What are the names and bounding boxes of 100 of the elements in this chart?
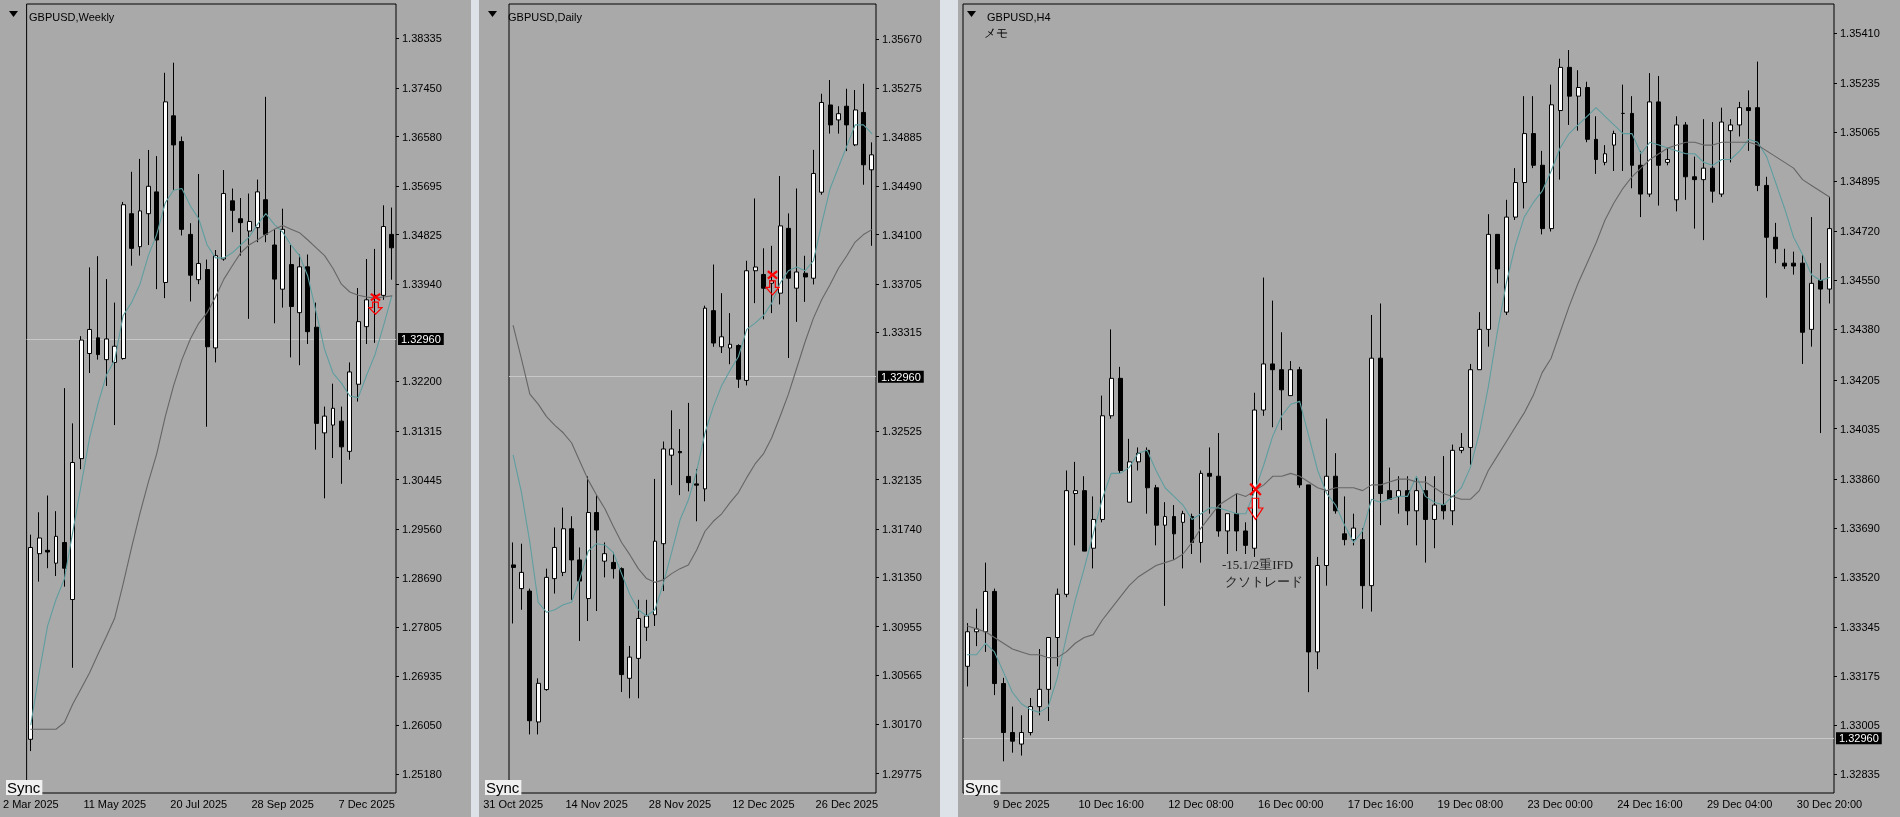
y-tick-label: 1.34380 bbox=[1840, 323, 1880, 336]
y-tick-label: 1.33175 bbox=[1840, 670, 1880, 683]
candlestick bbox=[844, 88, 849, 152]
candlestick bbox=[54, 510, 58, 577]
y-tick-label: 1.34550 bbox=[1840, 274, 1880, 287]
text: GBPUSD,Weekly bbox=[29, 10, 115, 23]
y-tick-label: 1.34205 bbox=[1840, 373, 1880, 386]
x-tick-label: 28 Sep 2025 bbox=[251, 797, 314, 810]
candlestick bbox=[803, 255, 808, 303]
candlestick bbox=[1315, 556, 1320, 670]
y-tick-label: 1.36580 bbox=[402, 130, 442, 143]
y-tick-label: 1.33345 bbox=[1840, 621, 1880, 634]
candlestick bbox=[869, 141, 874, 247]
x-tick-label: 10 Dec 16:00 bbox=[1078, 797, 1144, 810]
candlestick bbox=[37, 511, 42, 583]
x-tick-label: 28 Nov 2025 bbox=[648, 797, 712, 810]
candlestick bbox=[238, 197, 243, 257]
candlestick bbox=[1261, 277, 1266, 417]
candlestick bbox=[1495, 233, 1500, 284]
candlestick bbox=[983, 562, 988, 653]
candlestick bbox=[1225, 513, 1230, 555]
x-tick-label: 31 Oct 2025 bbox=[483, 797, 544, 810]
candlestick bbox=[1207, 446, 1212, 515]
annotation: Sync bbox=[7, 779, 41, 796]
candlestick bbox=[786, 212, 791, 359]
candlestick bbox=[1656, 75, 1661, 207]
candlestick bbox=[1414, 475, 1419, 546]
candlestick bbox=[1468, 363, 1473, 466]
candlestick bbox=[1504, 199, 1509, 316]
candlestick bbox=[1216, 432, 1221, 538]
y-tick-label: 1.29775 bbox=[882, 767, 922, 780]
candlestick bbox=[853, 89, 858, 147]
candlestick bbox=[1531, 95, 1536, 169]
candlestick bbox=[678, 428, 682, 496]
candlestick bbox=[1728, 118, 1733, 163]
candlestick bbox=[1621, 84, 1625, 172]
candlestick bbox=[205, 259, 210, 428]
y-tick-label: 1.35670 bbox=[882, 32, 922, 45]
y-tick-label: 1.27805 bbox=[402, 621, 442, 634]
candlestick bbox=[1710, 121, 1715, 204]
candlestick bbox=[1827, 196, 1832, 304]
candlestick bbox=[1773, 222, 1778, 264]
candlestick bbox=[70, 422, 75, 669]
candlestick bbox=[636, 599, 641, 699]
candlestick bbox=[1513, 167, 1518, 221]
candlestick bbox=[1136, 446, 1141, 471]
candlestick bbox=[1378, 302, 1383, 526]
candlestick bbox=[1612, 130, 1616, 172]
candlestick bbox=[1764, 176, 1769, 299]
x-tick-label: 30 Dec 20:00 bbox=[1796, 797, 1863, 810]
candlestick bbox=[1791, 251, 1796, 276]
candlestick bbox=[1396, 475, 1401, 515]
y-tick-label: 1.33690 bbox=[1840, 522, 1880, 535]
ref-line-label: 1.32960 bbox=[1839, 732, 1879, 745]
y-tick-label: 1.35065 bbox=[1840, 126, 1880, 139]
candlestick bbox=[536, 677, 541, 735]
candlestick bbox=[511, 541, 516, 624]
candlestick bbox=[1351, 513, 1356, 546]
candlestick bbox=[619, 566, 624, 693]
text: GBPUSD,H4 bbox=[987, 10, 1051, 23]
candlestick bbox=[280, 208, 285, 309]
y-tick-label: 1.30170 bbox=[882, 718, 922, 731]
candlestick bbox=[703, 305, 707, 502]
candlestick bbox=[104, 278, 109, 387]
text: GBPUSD,Daily bbox=[508, 10, 583, 23]
candlestick bbox=[1432, 475, 1437, 549]
candlestick bbox=[1594, 115, 1598, 175]
candlestick bbox=[1701, 118, 1706, 241]
x-tick-label: 16 Dec 00:00 bbox=[1258, 797, 1324, 810]
y-tick-label: 1.28690 bbox=[402, 571, 442, 584]
candlestick bbox=[213, 249, 218, 363]
candlestick bbox=[1647, 72, 1652, 198]
candlestick bbox=[1782, 248, 1787, 270]
candlestick bbox=[711, 264, 716, 348]
candlestick bbox=[96, 255, 100, 361]
candlestick bbox=[1019, 714, 1024, 757]
candlestick bbox=[627, 645, 632, 699]
candlestick bbox=[1719, 107, 1724, 198]
x-tick-label: 11 May 2025 bbox=[83, 797, 147, 810]
y-tick-label: 1.31350 bbox=[882, 571, 922, 584]
candlestick bbox=[163, 72, 168, 299]
candlestick bbox=[686, 402, 691, 492]
candlestick bbox=[1360, 527, 1365, 610]
annotation: Sync bbox=[965, 779, 999, 796]
candlestick bbox=[753, 197, 758, 304]
candlestick bbox=[1333, 452, 1338, 515]
y-tick-label: 1.34895 bbox=[1840, 175, 1880, 188]
candlestick bbox=[1549, 84, 1554, 232]
y-tick-label: 1.26050 bbox=[402, 719, 442, 732]
candlestick bbox=[1279, 331, 1284, 431]
candlestick bbox=[1127, 438, 1132, 503]
y-tick-label: 1.33705 bbox=[882, 277, 922, 290]
candlestick bbox=[129, 171, 134, 267]
candlestick bbox=[861, 83, 866, 186]
candlestick bbox=[653, 478, 657, 627]
candlestick bbox=[1540, 150, 1545, 235]
candlestick bbox=[1109, 328, 1114, 420]
candlestick bbox=[577, 546, 582, 642]
candlestick bbox=[79, 335, 84, 470]
candlestick bbox=[1055, 588, 1060, 667]
